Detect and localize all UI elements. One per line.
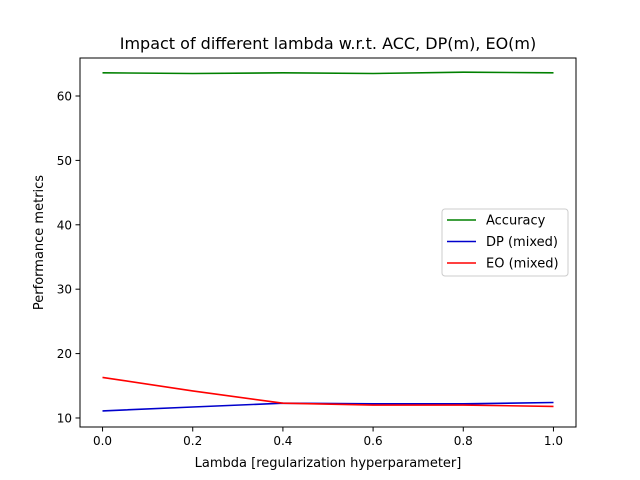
y-tick-label: 30 xyxy=(57,283,72,297)
x-tick-label: 0.6 xyxy=(364,434,383,448)
legend-label-accuracy: Accuracy xyxy=(486,214,546,229)
legend: Accuracy DP (mixed) EO (mixed) xyxy=(441,208,569,277)
y-tick-label: 20 xyxy=(57,347,72,361)
legend-label-dp-mixed: DP (mixed) xyxy=(486,235,558,250)
x-tick-label: 0.0 xyxy=(93,434,112,448)
y-tick-label: 60 xyxy=(57,89,72,103)
series-line-eo-mixed xyxy=(102,376,554,408)
x-tick-label: 0.4 xyxy=(273,434,292,448)
series-line-accuracy xyxy=(102,71,554,75)
y-tick-label: 50 xyxy=(57,154,72,168)
x-axis-label: Lambda [regularization hyperparameter] xyxy=(195,456,462,471)
axes-frame xyxy=(79,57,577,428)
legend-label-eo-mixed: EO (mixed) xyxy=(486,257,559,272)
legend-box xyxy=(441,208,569,277)
y-tick-label: 40 xyxy=(57,218,72,232)
plot-area xyxy=(102,71,554,412)
chart-title: Impact of different lambda w.r.t. ACC, D… xyxy=(120,34,537,53)
x-tick-label: 0.2 xyxy=(183,434,202,448)
x-tick-label: 1.0 xyxy=(544,434,563,448)
x-axis-ticks: 0.0 0.2 0.4 0.6 0.8 1.0 xyxy=(93,427,563,448)
y-tick-label: 10 xyxy=(57,411,72,425)
x-tick-label: 0.8 xyxy=(454,434,473,448)
y-axis-ticks: 10 20 30 40 50 60 xyxy=(57,89,80,425)
y-axis-label: Performance metrics xyxy=(32,175,47,310)
